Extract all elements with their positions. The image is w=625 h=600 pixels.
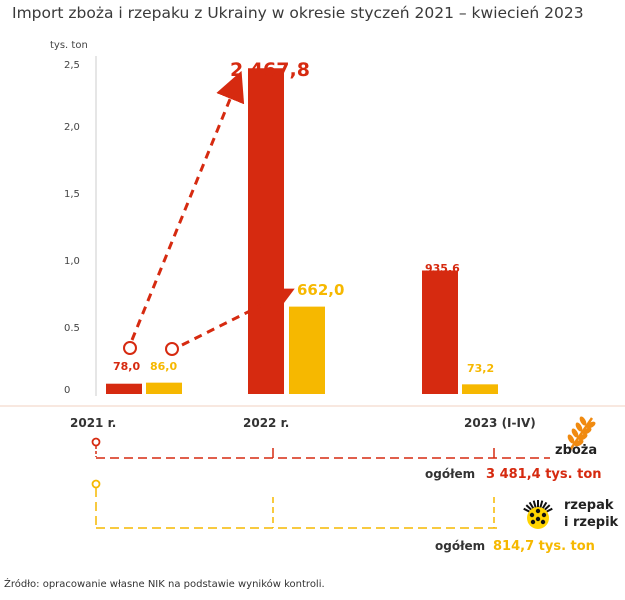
y-tick-label: 1,5 <box>64 189 80 200</box>
flower-seed <box>540 519 546 525</box>
rapeseed-start-marker <box>165 342 179 356</box>
rapeseed-value-label: 73,2 <box>467 362 494 375</box>
wheat-grain <box>575 422 583 432</box>
wheat-grain <box>582 427 592 435</box>
y-tick-label: 2,5 <box>64 60 80 71</box>
y-tick-label: 0.5 <box>64 323 80 334</box>
rapeseed-bar-2 <box>289 306 325 394</box>
source-note: Źródło: opracowanie własne NIK na podsta… <box>4 579 325 590</box>
wheat-grain <box>579 416 587 426</box>
x-axis-label: 2022 r. <box>243 416 289 430</box>
grain-value-label: 935,6 <box>425 262 460 275</box>
rapeseed-bar-1 <box>146 382 182 394</box>
grain-value-label: 78,0 <box>113 360 140 373</box>
rapeseed-total-label: ogółem <box>435 539 485 553</box>
rapeseed-bar-3 <box>462 384 498 394</box>
flower-seed <box>529 512 535 518</box>
wheat-grain <box>574 439 584 447</box>
grain-bar-2 <box>248 68 284 394</box>
wheat-grain <box>571 428 579 438</box>
grain-value-label: 2 467,8 <box>230 59 310 81</box>
wheat-grain <box>586 421 596 429</box>
y-axis-unit: tys. ton <box>50 40 88 51</box>
rapeseed-timeline-pin <box>91 479 101 489</box>
wheat-grain <box>567 434 575 444</box>
y-tick-label: 2,0 <box>64 122 80 133</box>
rapeseed-value-label: 662,0 <box>297 281 344 299</box>
rapeseed-growth-arrow <box>181 288 295 347</box>
rapeseed-total-value: 814,7 tys. ton <box>493 539 595 554</box>
rapeseed-value-label: 86,0 <box>150 360 177 373</box>
wheat-stem <box>568 417 594 451</box>
wheat-grain <box>578 433 588 441</box>
grain-growth-arrow <box>130 70 245 341</box>
grain-total-value: 3 481,4 tys. ton <box>486 467 602 482</box>
chart-title: Import zboża i rzepaku z Ukrainy w okres… <box>12 4 584 22</box>
flower-seed <box>535 516 541 522</box>
grain-bar-3 <box>422 270 458 394</box>
flower-seed <box>530 519 536 525</box>
y-tick-label: 1,0 <box>64 256 80 267</box>
bar-chart: tys. ton 0 0.5 1,0 1,5 2,0 2,5 78,0 2 467,8 935,… <box>0 40 625 554</box>
grain-bar-1 <box>106 383 142 394</box>
rapeseed-flower-icon <box>523 500 553 529</box>
rapeseed-legend-label-2: i rzepik <box>564 515 619 530</box>
x-axis-label: 2021 r. <box>70 416 116 430</box>
flower-seed <box>541 512 547 518</box>
y-tick-label: 0 <box>64 385 70 396</box>
x-axis-label: 2023 (I-IV) <box>464 416 536 430</box>
grain-total-label: ogółem <box>425 467 475 481</box>
wheat-icon <box>567 416 596 451</box>
rapeseed-legend-label: rzepak <box>564 498 614 513</box>
grain-legend-label: zboża <box>555 443 597 458</box>
grain-start-marker <box>123 341 137 355</box>
flower-seed <box>535 508 541 514</box>
grain-timeline-pin <box>91 437 101 447</box>
